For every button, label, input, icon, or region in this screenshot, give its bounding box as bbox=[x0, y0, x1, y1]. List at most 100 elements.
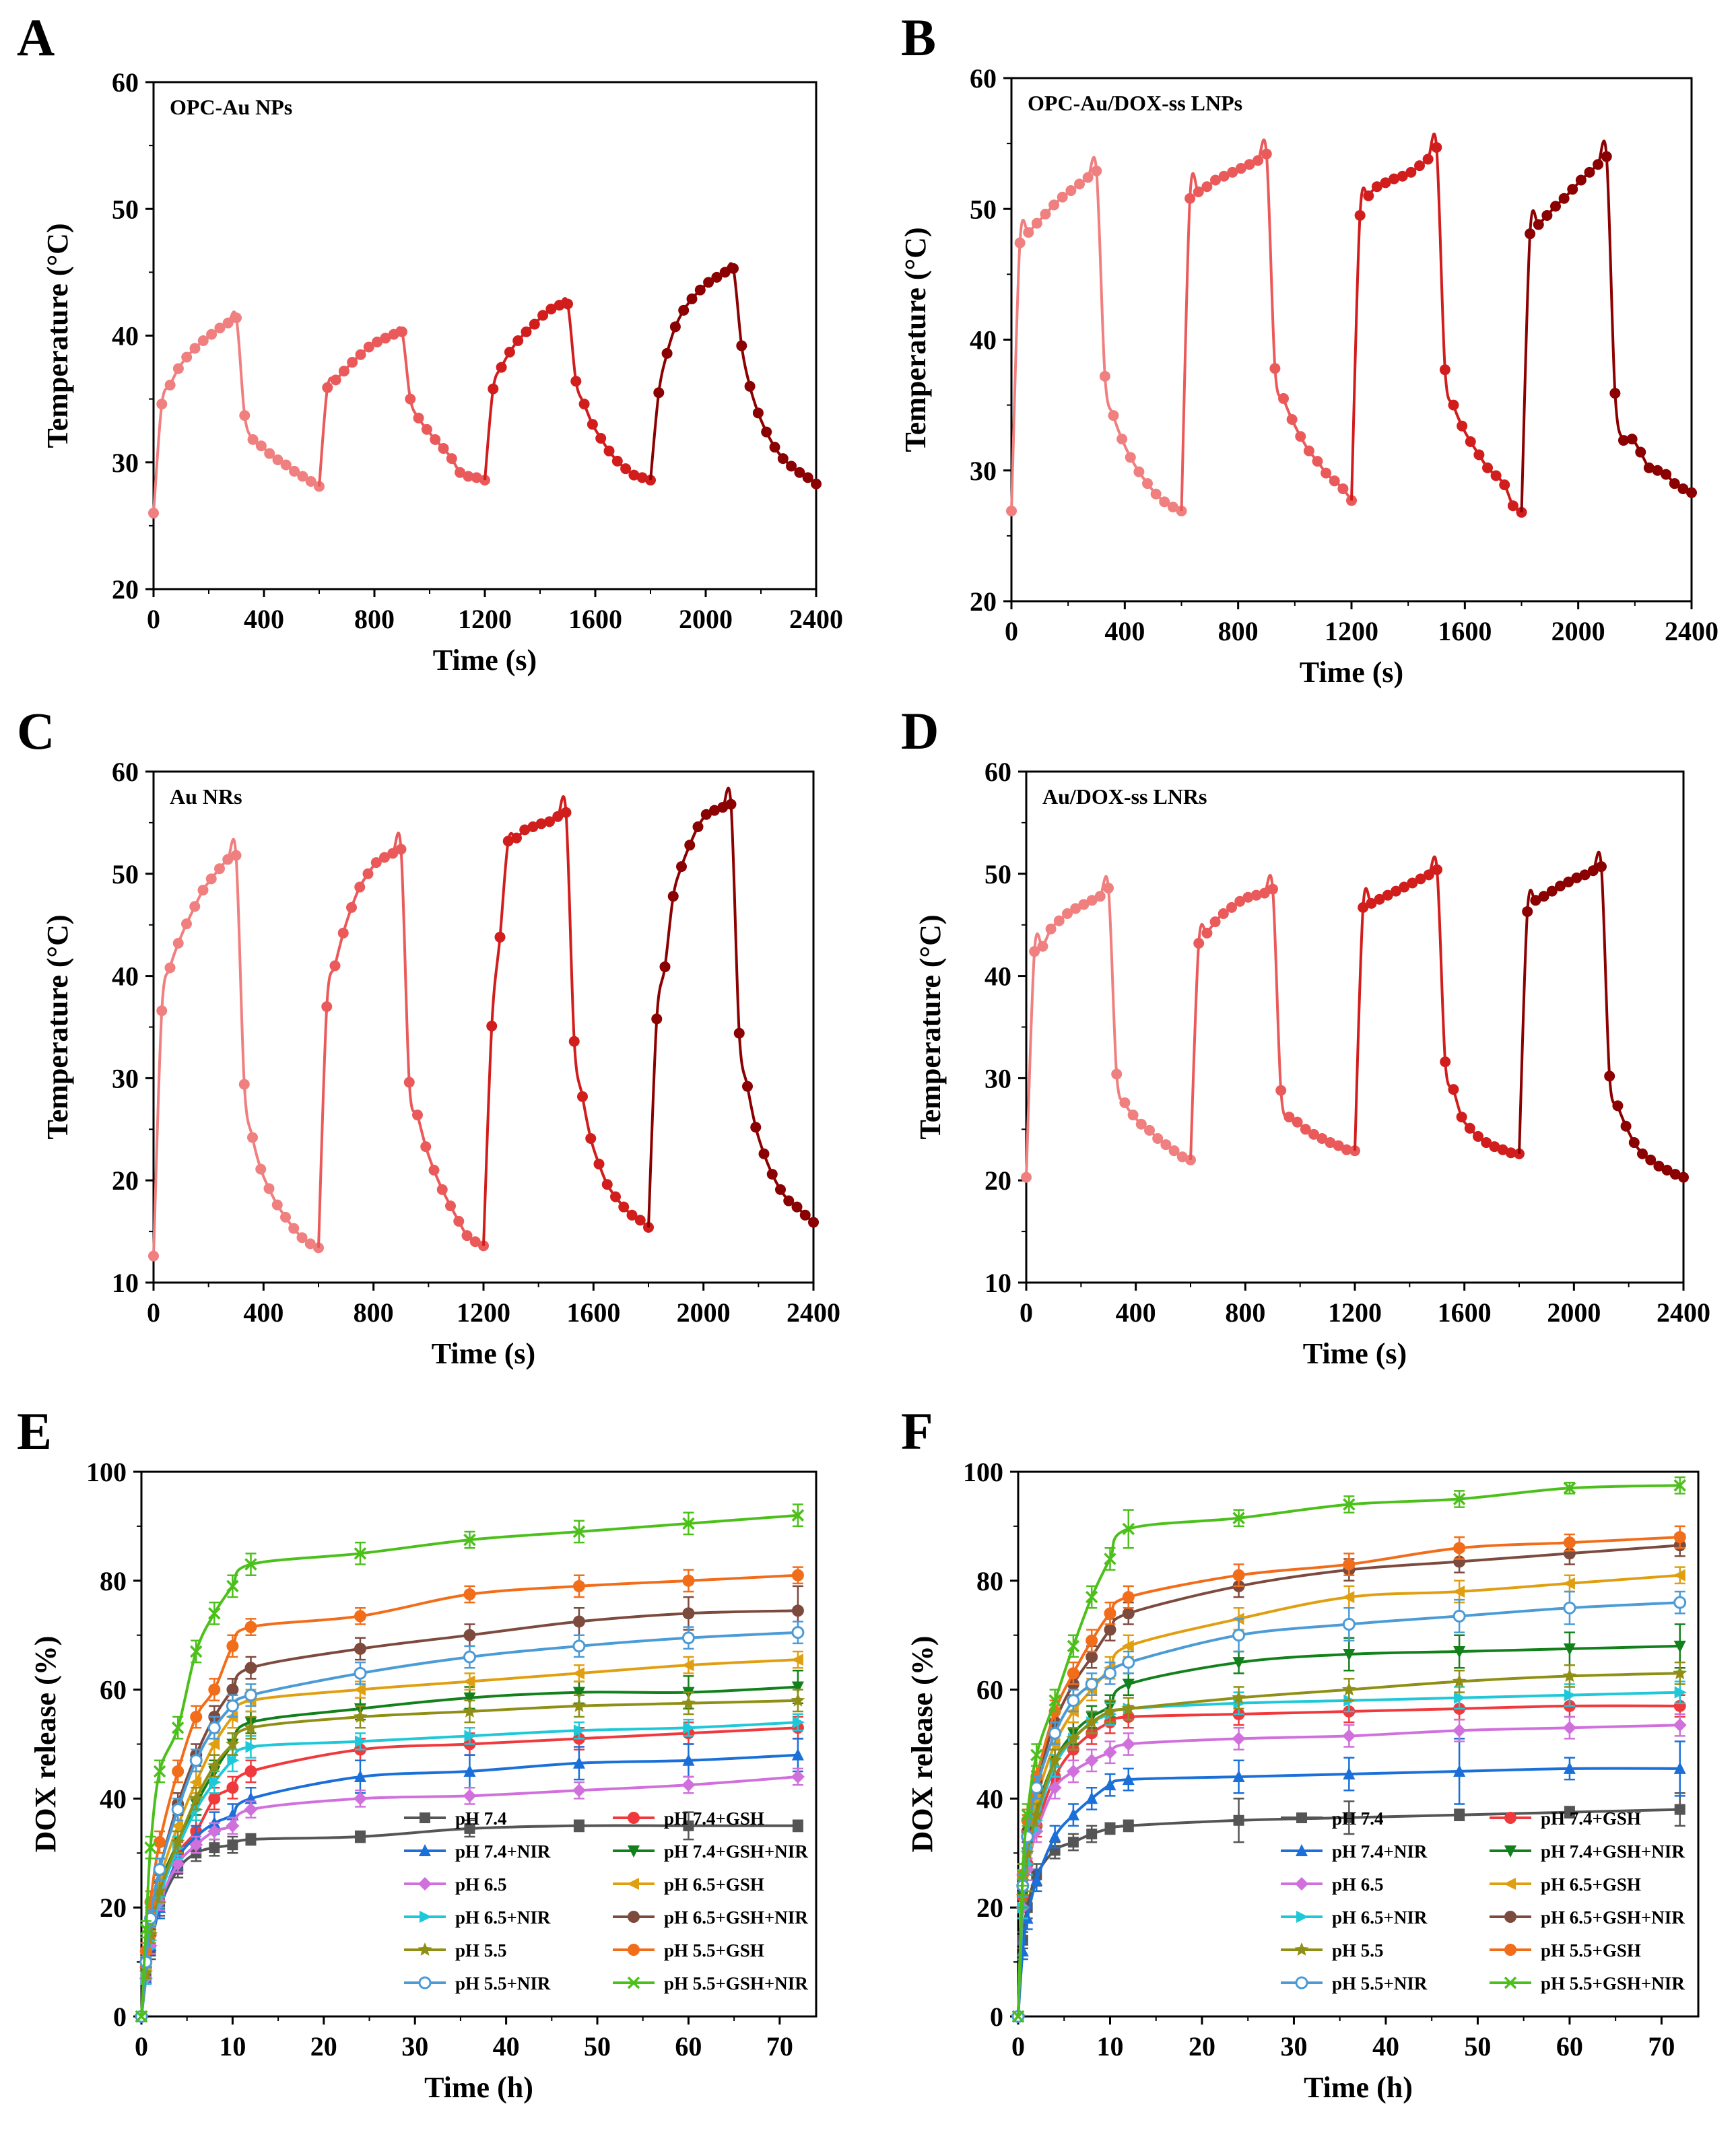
data-point bbox=[230, 850, 242, 861]
data-point bbox=[585, 1132, 597, 1144]
data-point bbox=[1563, 1536, 1576, 1549]
data-point bbox=[636, 472, 648, 483]
plot-frame bbox=[152, 81, 817, 590]
data-point bbox=[686, 293, 698, 304]
data-point bbox=[1030, 1873, 1043, 1886]
data-point bbox=[661, 347, 673, 359]
data-point bbox=[1464, 1122, 1475, 1134]
data-point bbox=[1405, 166, 1417, 178]
data-point bbox=[761, 426, 772, 438]
data-point bbox=[1103, 1745, 1117, 1759]
data-point bbox=[189, 1776, 202, 1789]
y-tick-label: 30 bbox=[112, 1063, 139, 1093]
data-point bbox=[1571, 872, 1582, 883]
data-point bbox=[791, 1693, 805, 1707]
data-point bbox=[1111, 1068, 1123, 1080]
data-point bbox=[1048, 1781, 1062, 1795]
data-point bbox=[1341, 1144, 1352, 1155]
data-point bbox=[1626, 434, 1638, 445]
x-axis-label: Time (h) bbox=[424, 2071, 533, 2104]
series-2 bbox=[1189, 874, 1360, 1160]
panel-a: A 0 400 800 1200 1600 2000 2400 20 30 40 50 60 Time (… bbox=[17, 8, 843, 677]
legend-item: pH 7.4+GSH+NIR bbox=[1490, 1841, 1685, 1862]
plot-frame bbox=[1025, 770, 1685, 1284]
data-point bbox=[1122, 1773, 1135, 1786]
data-point bbox=[1333, 1140, 1344, 1151]
series-line bbox=[483, 297, 651, 482]
legend-item: pH 6.5+NIR bbox=[1281, 1907, 1428, 1928]
data-point bbox=[263, 1183, 275, 1194]
data-point bbox=[1366, 897, 1377, 909]
legend-item: pH 6.5+GSH bbox=[613, 1874, 764, 1895]
data-point bbox=[777, 453, 789, 465]
data-point bbox=[463, 1789, 477, 1803]
panel-d: D 0 400 800 1200 1600 2000 2400 10 20 30 40 50 60 Time… bbox=[901, 702, 1710, 1370]
x-tick-label: 400 bbox=[1116, 1297, 1156, 1328]
data-point bbox=[197, 885, 209, 896]
x-tick-label: 60 bbox=[1556, 2031, 1583, 2062]
data-point bbox=[775, 1184, 786, 1195]
data-point bbox=[1104, 1823, 1116, 1834]
data-point bbox=[678, 304, 690, 316]
x-tick-label: 50 bbox=[1464, 2031, 1491, 2062]
legend-marker bbox=[418, 1942, 432, 1956]
data-point bbox=[1066, 1764, 1080, 1778]
data-point bbox=[1391, 885, 1401, 897]
data-point bbox=[1329, 475, 1340, 487]
y-tick-label: 50 bbox=[970, 194, 997, 224]
data-point bbox=[1673, 1596, 1687, 1609]
data-point bbox=[1321, 467, 1332, 479]
data-point bbox=[1193, 938, 1205, 949]
data-point bbox=[280, 459, 292, 471]
data-point bbox=[207, 1721, 221, 1734]
data-point bbox=[628, 469, 640, 481]
data-point bbox=[1522, 906, 1533, 917]
data-point bbox=[1218, 170, 1230, 182]
legend-item: pH 7.4+GSH+NIR bbox=[613, 1841, 808, 1862]
data-point bbox=[413, 412, 424, 423]
data-point bbox=[683, 1820, 694, 1831]
data-point bbox=[1086, 1651, 1098, 1664]
data-point bbox=[653, 387, 665, 399]
data-point bbox=[791, 1604, 804, 1617]
x-tick-label: 800 bbox=[354, 1297, 394, 1328]
data-point bbox=[1104, 1778, 1116, 1791]
data-point bbox=[354, 1610, 366, 1623]
legend-label: pH 7.4+GSH+NIR bbox=[664, 1841, 808, 1862]
data-point bbox=[1067, 1837, 1079, 1848]
data-point bbox=[1507, 500, 1518, 512]
y-tick-label: 30 bbox=[984, 1063, 1011, 1093]
x-tick-label: 800 bbox=[354, 604, 395, 634]
data-point bbox=[289, 465, 300, 477]
legend-label: pH 5.5+GSH+NIR bbox=[1541, 1973, 1685, 1994]
x-tick-label: 2400 bbox=[789, 604, 843, 634]
data-point bbox=[405, 393, 416, 405]
x-tick-label: 400 bbox=[1104, 616, 1145, 646]
legend-item: pH 7.4+GSH bbox=[613, 1808, 764, 1829]
data-point bbox=[1226, 902, 1237, 913]
legend-label: pH 7.4+GSH bbox=[1541, 1808, 1641, 1829]
data-point bbox=[1669, 478, 1680, 489]
data-point bbox=[1343, 1558, 1356, 1571]
data-point bbox=[1601, 151, 1612, 162]
data-point bbox=[1021, 1171, 1032, 1183]
series-line bbox=[152, 838, 319, 1256]
data-point bbox=[1673, 1479, 1686, 1492]
data-point bbox=[808, 1217, 819, 1228]
data-point bbox=[297, 471, 308, 482]
data-point bbox=[1645, 1154, 1657, 1165]
x-tick-label: 0 bbox=[147, 604, 160, 634]
data-point bbox=[1029, 946, 1040, 957]
data-point bbox=[209, 1776, 222, 1789]
data-point bbox=[1407, 877, 1418, 889]
data-point bbox=[222, 317, 234, 329]
data-point bbox=[527, 821, 539, 832]
legend-label: pH 5.5 bbox=[1332, 1940, 1384, 1961]
data-point bbox=[397, 326, 407, 337]
data-point bbox=[1414, 160, 1425, 172]
data-point bbox=[1030, 1781, 1043, 1794]
panel-letter: B bbox=[901, 8, 936, 67]
series-3 bbox=[1350, 133, 1527, 518]
data-point bbox=[1525, 228, 1536, 240]
data-point bbox=[225, 1736, 240, 1751]
